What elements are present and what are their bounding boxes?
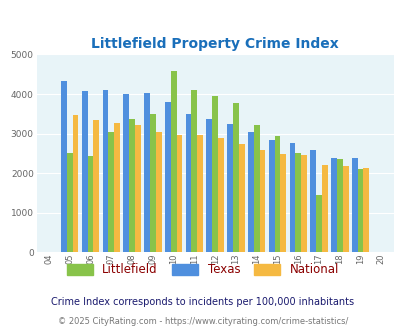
Bar: [206, 119, 212, 252]
Bar: [342, 166, 347, 252]
Bar: [280, 154, 286, 252]
Bar: [294, 153, 301, 252]
Bar: [114, 123, 120, 252]
Bar: [351, 158, 357, 252]
Bar: [321, 165, 327, 252]
Bar: [309, 150, 315, 252]
Title: Littlefield Property Crime Index: Littlefield Property Crime Index: [91, 37, 338, 50]
Bar: [197, 135, 202, 252]
Bar: [171, 71, 176, 252]
Bar: [274, 136, 280, 252]
Bar: [164, 102, 171, 252]
Legend: Littlefield, Texas, National: Littlefield, Texas, National: [67, 263, 338, 276]
Bar: [72, 115, 78, 252]
Text: © 2025 CityRating.com - https://www.cityrating.com/crime-statistics/: © 2025 CityRating.com - https://www.city…: [58, 317, 347, 326]
Bar: [149, 114, 156, 252]
Bar: [185, 114, 191, 252]
Bar: [253, 125, 259, 252]
Bar: [315, 195, 321, 252]
Bar: [268, 140, 274, 252]
Bar: [135, 125, 141, 252]
Text: Crime Index corresponds to incidents per 100,000 inhabitants: Crime Index corresponds to incidents per…: [51, 297, 354, 307]
Bar: [87, 156, 93, 252]
Bar: [362, 168, 369, 252]
Bar: [108, 132, 114, 252]
Bar: [212, 96, 217, 252]
Bar: [336, 159, 342, 252]
Bar: [191, 90, 197, 252]
Bar: [61, 82, 67, 252]
Bar: [232, 103, 238, 252]
Bar: [93, 120, 99, 252]
Bar: [156, 132, 161, 252]
Bar: [67, 153, 72, 252]
Bar: [82, 91, 87, 252]
Bar: [176, 135, 182, 252]
Bar: [357, 169, 362, 252]
Bar: [144, 93, 149, 252]
Bar: [301, 155, 306, 252]
Bar: [259, 150, 265, 252]
Bar: [330, 158, 336, 252]
Bar: [247, 132, 253, 252]
Bar: [238, 144, 244, 252]
Bar: [123, 94, 129, 252]
Bar: [289, 143, 294, 252]
Bar: [227, 124, 232, 252]
Bar: [102, 90, 108, 252]
Bar: [129, 118, 135, 252]
Bar: [217, 138, 223, 252]
